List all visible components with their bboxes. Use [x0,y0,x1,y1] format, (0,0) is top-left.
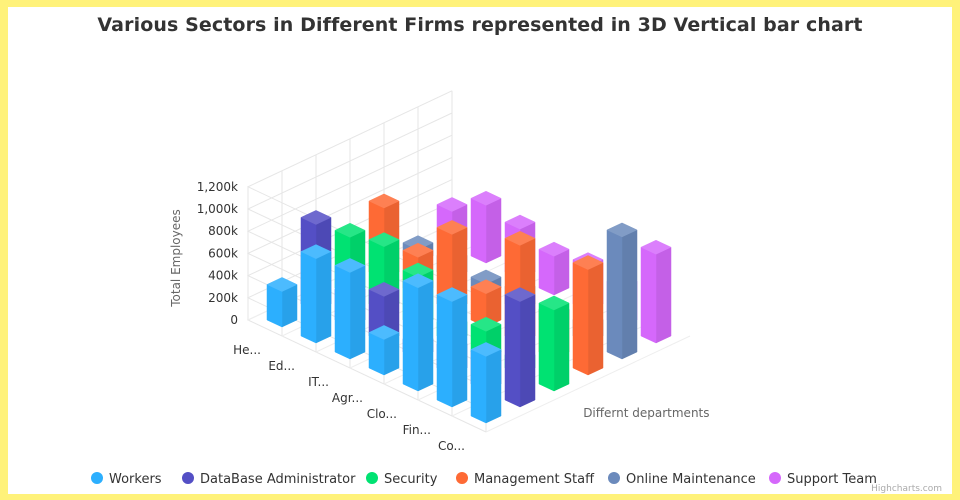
x-tick-label: Ed... [268,359,295,373]
bar[interactable] [470,342,502,424]
bar[interactable] [606,222,638,360]
x-tick-label: He... [233,343,261,357]
y-tick-label: 800k [208,224,238,238]
bar[interactable] [572,255,604,376]
bar[interactable] [402,273,434,392]
legend-label: Workers [109,472,162,487]
bars [266,190,672,424]
legend-label: Security [384,472,438,487]
y-axis-title: Total Employees [169,209,183,308]
x-tick-label: Co... [438,439,465,453]
x-tick-label: Agr... [332,391,363,405]
legend-label: Online Maintenance [626,472,756,487]
legend-item[interactable]: Security [366,472,438,487]
y-tick-label: 400k [208,269,238,283]
bar[interactable] [470,190,502,264]
legend-item[interactable]: Online Maintenance [608,472,756,487]
legend-item[interactable]: Workers [91,472,162,487]
bar[interactable] [436,287,468,408]
legend-marker [769,472,781,484]
legend-marker [91,472,103,484]
chart-title: Various Sectors in Different Firms repre… [97,14,863,36]
bar[interactable] [538,241,570,296]
y-tick-label: 600k [208,246,238,260]
y-tick-label: 1,000k [197,202,238,216]
credit-link[interactable]: Highcharts.com [871,484,942,494]
bar[interactable] [470,279,502,328]
y-tick-label: 200k [208,291,238,305]
legend-item[interactable]: Support Team [769,472,877,487]
bar[interactable] [368,325,400,376]
legend-marker [182,472,194,484]
x-tick-label: Fin... [403,423,431,437]
legend-label: Management Staff [474,472,595,487]
y-tick-label: 1,200k [197,180,238,194]
bar[interactable] [266,277,298,328]
bar[interactable] [504,287,536,408]
legend-marker [608,472,620,484]
x-tick-label: Clo... [367,407,397,421]
floor-line [485,335,691,433]
legend-marker [366,472,378,484]
bar[interactable] [640,239,672,344]
x-axis-title: Differnt departments [583,406,709,420]
x-tick-label: IT... [308,375,329,389]
legend: Workers DataBase Administrator Security Man… [91,472,877,487]
bar[interactable] [300,244,332,344]
legend-marker [456,472,468,484]
legend-label: DataBase Administrator [200,472,356,487]
legend-item[interactable]: DataBase Administrator [182,472,356,487]
bar[interactable] [538,295,570,392]
legend-item[interactable]: Management Staff [456,472,595,487]
bar[interactable] [334,258,366,360]
legend-label: Support Team [787,472,877,487]
y-tick-label: 0 [230,313,238,327]
